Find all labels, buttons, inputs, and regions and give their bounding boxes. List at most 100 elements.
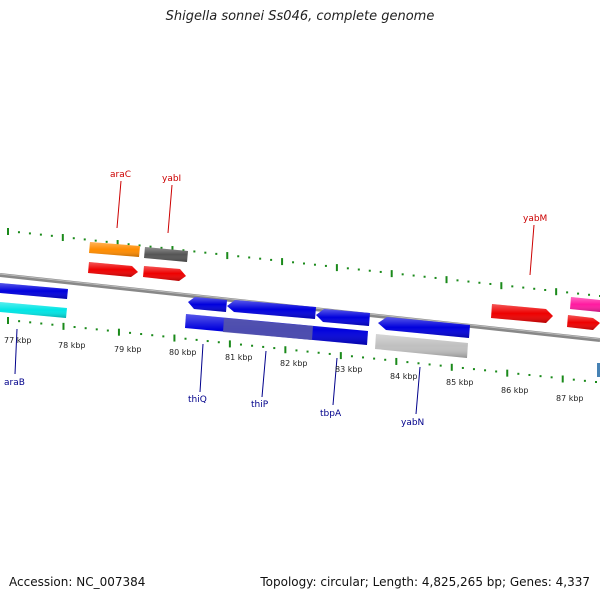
minor-tick [456,279,459,282]
scale-labels: 77 kbp 78 kbp 79 kbp 80 kbp 81 kbp 82 kb… [4,336,584,403]
gene-thiq-arrow[interactable] [188,297,227,312]
minor-tick [151,334,154,337]
minor-tick [577,292,580,295]
minor-tick [217,341,220,344]
minor-tick [467,280,470,283]
minor-tick [484,369,487,372]
minor-tick [588,293,591,296]
minor-tick [39,233,42,236]
major-tick [284,346,287,354]
minor-tick [528,373,531,376]
minor-tick [379,270,382,273]
minor-tick [206,340,209,343]
minor-tick [328,352,331,355]
gene-label-yabi[interactable]: yabI [162,174,181,184]
gene-arac-arrow[interactable] [88,262,138,277]
gene-label-tbpa[interactable]: tbpA [320,409,342,419]
scale-label: 84 kbp [390,372,418,381]
major-tick [395,357,398,365]
minor-tick [270,258,273,261]
major-tick [555,288,558,296]
major-tick [173,334,176,342]
top-label-leaders [116,180,535,276]
minor-tick [292,261,295,264]
gene-label-arac[interactable]: araC [110,170,131,180]
minor-tick [50,234,53,237]
minor-tick [295,349,298,352]
top-gene-labels: araC yabI yabM [110,170,547,224]
minor-tick [28,232,31,235]
minor-tick [182,249,185,252]
minor-tick [251,344,254,347]
minor-tick [95,328,98,331]
gene-arac-box[interactable] [89,242,140,257]
accession-text: Accession: NC_007384 [9,575,146,589]
gene-label-thip[interactable]: thiP [251,400,269,410]
minor-tick [195,338,198,341]
major-tick [390,270,393,278]
minor-tick [51,323,54,326]
gene-yabm-arrow[interactable] [491,304,553,323]
gene-label-arab[interactable]: araB [4,378,25,388]
gene-thip-arrow[interactable] [227,300,316,319]
minor-tick [522,286,525,289]
minor-tick [29,321,32,324]
major-tick [61,234,64,242]
minor-tick [140,333,143,336]
gene-slate-overlap-box[interactable] [223,318,313,340]
scale-label: 83 kbp [335,365,363,374]
minor-tick [346,267,349,270]
minor-tick [550,376,553,379]
gene-yabi-box[interactable] [144,247,188,262]
top-feature-row-inner [88,262,600,330]
minor-tick [215,252,218,255]
minor-tick [105,240,108,243]
minor-tick [193,250,196,253]
gene-yabi-arrow[interactable] [143,266,186,281]
minor-tick [83,238,86,241]
gene-label-thiq[interactable]: thiQ [188,395,207,405]
scale-label: 87 kbp [556,394,584,403]
minor-tick [324,264,327,267]
gene-red-right-arrow[interactable] [567,315,600,330]
gene-tbpa-arrow[interactable] [316,309,370,326]
gene-cyan-box[interactable] [0,302,67,318]
major-tick [561,375,564,383]
minor-tick [160,246,163,249]
scale-label: 80 kbp [169,348,197,357]
minor-tick [384,358,387,361]
minor-tick [149,245,152,248]
minor-tick [18,320,21,323]
minor-tick [73,326,76,329]
gene-label-yabm[interactable]: yabM [523,214,547,224]
minor-tick [439,364,442,367]
minor-tick [368,269,371,272]
top-tick-row [7,228,600,297]
gene-arab-box[interactable] [0,283,68,299]
gene-yabn-arrow[interactable] [378,317,470,338]
scale-label: 79 kbp [114,345,142,354]
minor-tick [162,335,165,338]
major-tick [506,369,509,377]
gene-steel-box[interactable] [597,363,600,377]
minor-tick [417,362,420,365]
gene-label-yabn[interactable]: yabN [401,418,424,428]
minor-tick [517,372,520,375]
gene-magenta-box[interactable] [570,297,600,312]
minor-tick [434,276,437,279]
minor-tick [129,331,132,334]
bottom-gene-labels: araB thiQ thiP tbpA yabN [4,378,424,428]
map-title: Shigella sonnei Ss046, complete genome [165,9,435,24]
gene-silver-box[interactable] [375,334,468,358]
minor-tick [406,361,409,364]
minor-tick [248,256,251,259]
bottom-feature-row-outer [0,302,600,377]
minor-tick [544,288,547,291]
minor-tick [461,366,464,369]
major-tick [339,352,342,360]
major-tick [117,328,120,336]
minor-tick [138,244,141,247]
minor-tick [237,255,240,258]
scale-label: 86 kbp [501,386,529,395]
